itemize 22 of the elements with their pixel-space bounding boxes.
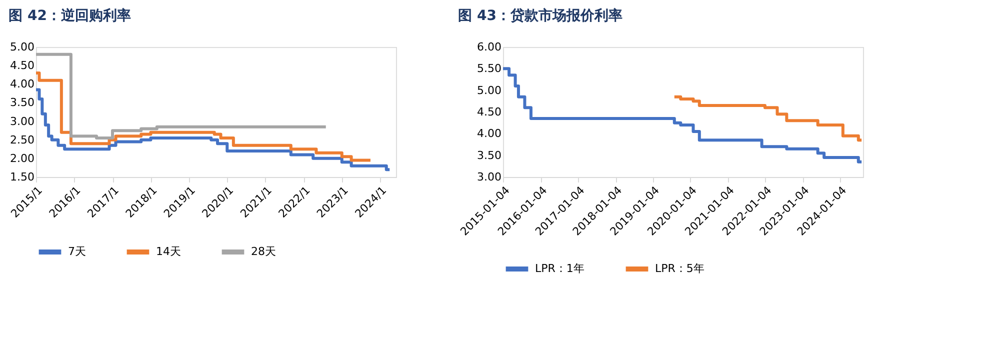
y-tick-label: 4.00 — [477, 127, 502, 140]
y-tick-label: 3.00 — [10, 114, 34, 128]
y-tick-label: 2.50 — [10, 133, 34, 146]
y-tick-label: 3.50 — [477, 148, 502, 162]
legend-label: LPR：5年 — [655, 262, 704, 275]
y-tick-label: 4.50 — [477, 106, 502, 118]
chart-title: 图 43：贷款市场报价利率 — [458, 7, 622, 24]
y-tick-label: 4.00 — [10, 78, 34, 91]
y-tick-label: 3.50 — [10, 96, 34, 110]
legend-label: 28天 — [251, 245, 276, 258]
y-tick-label: 3.00 — [477, 170, 502, 184]
legend-label: LPR：1年 — [535, 262, 584, 275]
legend-label: 7天 — [68, 245, 86, 258]
y-tick-label: 5.00 — [10, 40, 34, 54]
y-tick-label: 4.50 — [10, 59, 34, 72]
y-tick-label: 5.00 — [477, 84, 502, 97]
legend-label: 14天 — [156, 245, 181, 258]
y-tick-label: 2.00 — [10, 152, 34, 165]
chart-title: 图 42：逆回购利率 — [8, 7, 131, 24]
y-tick-label: 1.50 — [10, 170, 34, 184]
y-tick-label: 5.50 — [477, 62, 502, 76]
y-tick-label: 6.00 — [477, 40, 502, 54]
